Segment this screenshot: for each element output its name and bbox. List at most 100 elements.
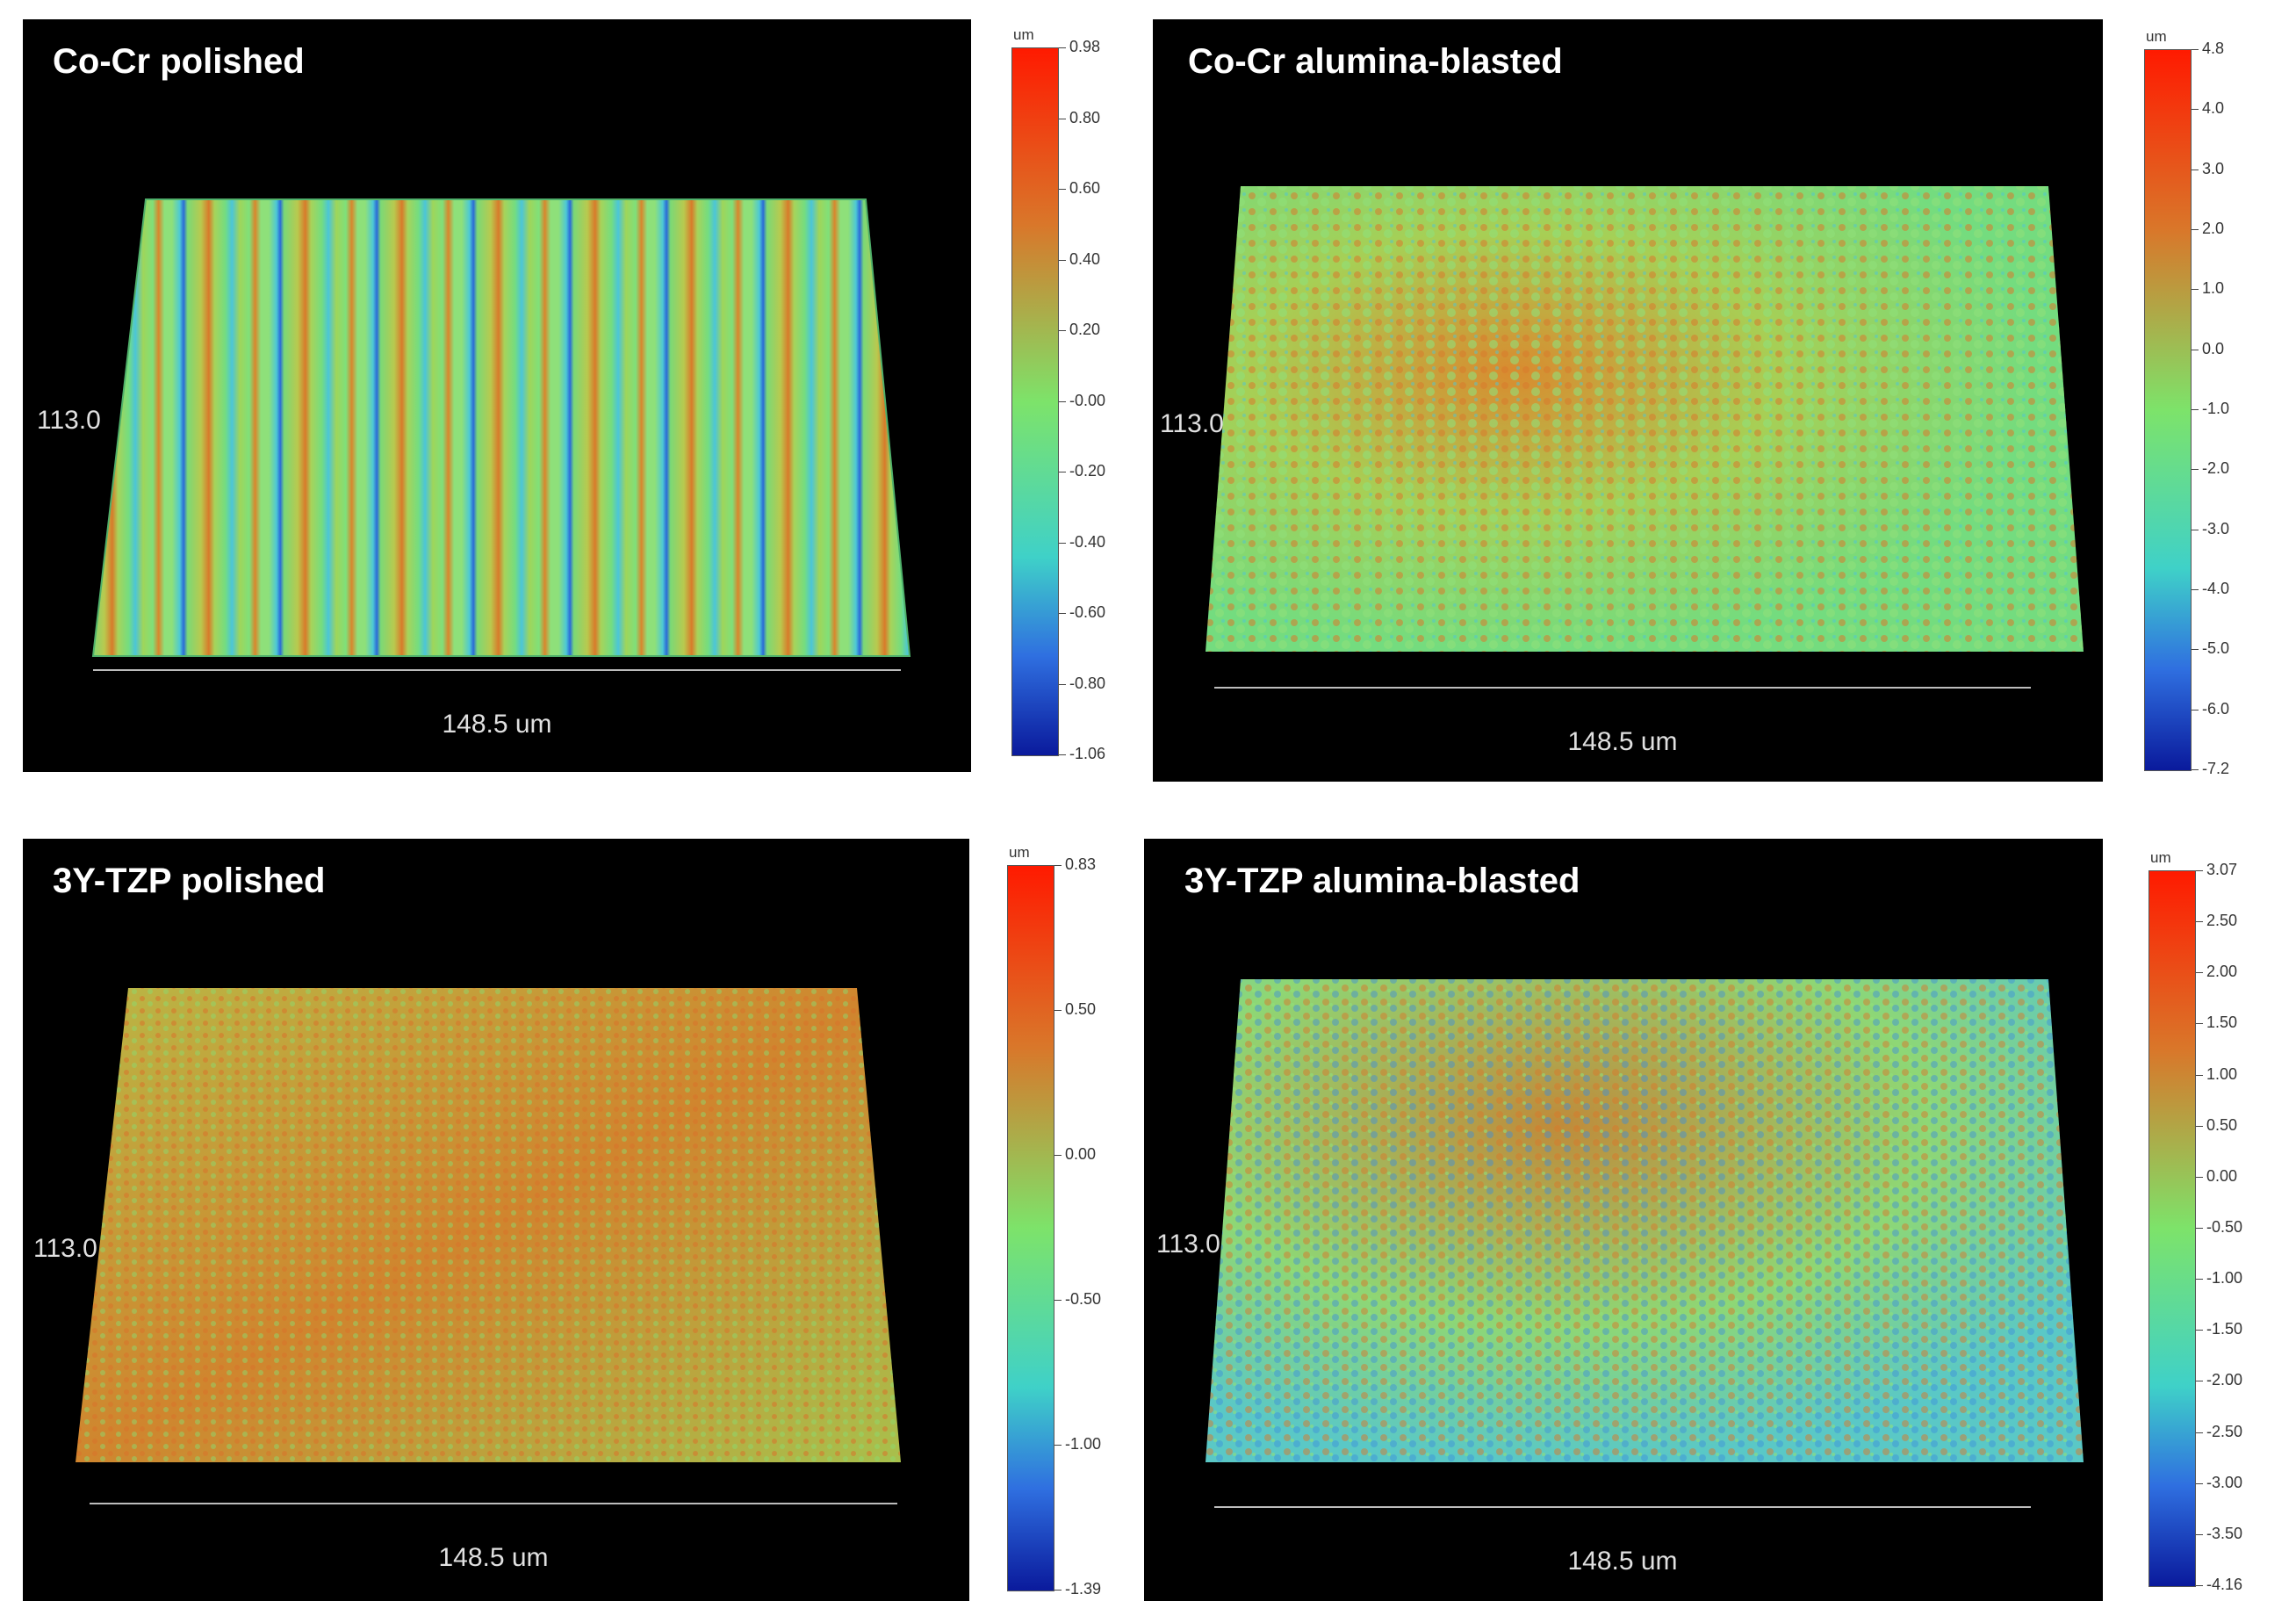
scale-tick-label: -0.50 (1065, 1290, 1102, 1308)
panel-cocr-alumina-blasted: Co-Cr alumina-blasted 113.0 148.5 um (1153, 19, 2103, 782)
color-scale-0: um 0.98 0.80 0.60 0.40 0.20 -0.00 -0.20 -0.40 -0.… (1008, 19, 1122, 775)
scale-tick-label: 0.50 (1065, 1000, 1097, 1018)
scale-tick-label: -2.50 (2206, 1422, 2243, 1440)
scale-tick-mark (2192, 709, 2199, 711)
scale-tick-label: -0.50 (2206, 1218, 2243, 1236)
scale-tick-mark (2192, 289, 2199, 291)
color-bar (2144, 49, 2192, 771)
panel-title: 3Y-TZP polished (53, 862, 326, 900)
panel-cocr-polished: Co-Cr polished (23, 19, 971, 772)
scale-tick-mark (1054, 1155, 1062, 1156)
scale-tick-mark (2192, 769, 2199, 770)
x-dimension-line (93, 669, 901, 671)
scale-tick-mark (1059, 754, 1066, 755)
color-bar (1011, 47, 1059, 756)
scale-tick-mark (2196, 1125, 2203, 1127)
surface-plot (1206, 979, 2084, 1462)
x-dimension-line (1214, 687, 2031, 689)
scale-tick-label: -7.2 (2202, 760, 2230, 777)
panel-title: Co-Cr polished (53, 42, 305, 81)
scale-tick-label: 0.50 (2206, 1115, 2238, 1134)
scale-tick-mark (1059, 683, 1066, 685)
y-dimension-label: 113.0 (33, 1234, 97, 1263)
scale-tick-label: -1.0 (2202, 400, 2230, 417)
y-dimension-label: 113.0 (1160, 409, 1224, 438)
scale-tick-mark (1054, 1300, 1062, 1301)
color-bar (1007, 865, 1054, 1591)
scale-tick-label: 0.20 (1069, 321, 1101, 338)
scale-tick-label: 1.50 (2206, 1013, 2238, 1032)
scale-tick-label: -3.00 (2206, 1473, 2243, 1491)
scale-tick-label: 1.00 (2206, 1064, 2238, 1083)
scale-tick-label: 0.83 (1065, 855, 1097, 873)
scale-tick-label: -3.50 (2206, 1524, 2243, 1542)
scale-tick-mark (1059, 400, 1066, 402)
scale-tick-mark (2196, 1228, 2203, 1229)
scale-tick-mark (1054, 865, 1062, 866)
scale-unit-label: um (1013, 26, 1034, 43)
scale-tick-mark (1054, 1010, 1062, 1011)
scale-unit-label: um (2146, 28, 2167, 45)
x-dimension-label: 148.5 um (442, 710, 552, 739)
scale-tick-label: -0.60 (1069, 603, 1106, 621)
y-dimension-label: 113.0 (37, 406, 101, 435)
scale-tick-mark (2192, 49, 2199, 50)
surface-plot (1206, 186, 2084, 652)
scale-tick-label: -5.0 (2202, 639, 2230, 658)
scale-tick-label: 2.00 (2206, 963, 2238, 981)
scale-tick-label: -4.0 (2202, 580, 2230, 597)
scale-tick-mark (1059, 542, 1066, 544)
scale-tick-label: 2.50 (2206, 912, 2238, 930)
scale-tick-mark (2192, 409, 2199, 410)
scale-tick-mark (2192, 109, 2199, 111)
scale-tick-label: 0.80 (1069, 108, 1101, 126)
scale-tick-label: 0.0 (2202, 339, 2225, 357)
scale-tick-label: -4.16 (2206, 1576, 2243, 1593)
scale-tick-label: 0.00 (1065, 1145, 1097, 1163)
surface-plot (91, 198, 911, 657)
scale-tick-label: 4.0 (2202, 99, 2225, 118)
scale-unit-label: um (2150, 849, 2171, 866)
scale-tick-label: -2.0 (2202, 459, 2230, 478)
panel-title: Co-Cr alumina-blasted (1188, 42, 1563, 81)
scale-tick-mark (2196, 1176, 2203, 1178)
scale-tick-mark (2196, 972, 2203, 974)
panel-3ytzp-polished: 3Y-TZP polished 113.0 148.5 um (23, 839, 969, 1601)
y-dimension-label: 113.0 (1156, 1230, 1220, 1259)
scale-tick-mark (1059, 259, 1066, 261)
scale-tick-label: -1.06 (1069, 745, 1106, 762)
x-dimension-label: 148.5 um (1567, 727, 1678, 756)
scale-tick-mark (2196, 1074, 2203, 1076)
scale-tick-mark (1054, 1590, 1062, 1591)
scale-tick-mark (1059, 47, 1066, 48)
scale-tick-mark (2196, 1482, 2203, 1484)
scale-tick-mark (1059, 330, 1066, 331)
surface-plot (76, 988, 901, 1462)
color-scale-3: um 3.07 2.50 2.00 1.50 1.00 0.50 0.00 -0.50 -1.00… (2145, 839, 2259, 1603)
scale-tick-label: 3.0 (2202, 159, 2225, 177)
color-scale-2: um 0.83 0.50 0.00 -0.50 -1.00 -1.39 (1004, 839, 1118, 1603)
x-dimension-label: 148.5 um (1567, 1547, 1678, 1576)
x-dimension-label: 148.5 um (438, 1543, 549, 1572)
scale-unit-label: um (1009, 844, 1030, 861)
scale-tick-label: 3.07 (2206, 861, 2238, 878)
color-bar (2148, 870, 2196, 1587)
scale-tick-label: -1.50 (2206, 1320, 2243, 1338)
scale-tick-label: -3.0 (2202, 519, 2230, 537)
scale-tick-label: -6.0 (2202, 699, 2230, 718)
scale-tick-mark (2196, 1585, 2203, 1586)
scale-tick-mark (2196, 1432, 2203, 1433)
scale-tick-mark (2192, 589, 2199, 590)
scale-tick-label: 4.8 (2202, 40, 2225, 57)
x-dimension-line (1214, 1506, 2031, 1508)
scale-tick-mark (1059, 189, 1066, 190)
scale-tick-label: 0.00 (2206, 1166, 2238, 1185)
scale-tick-mark (2196, 1023, 2203, 1025)
scale-tick-mark (2196, 921, 2203, 923)
scale-tick-label: -1.00 (2206, 1269, 2243, 1288)
scale-tick-mark (2196, 1533, 2203, 1535)
scale-tick-label: -1.00 (1065, 1435, 1102, 1453)
panel-title: 3Y-TZP alumina-blasted (1184, 862, 1580, 900)
scale-tick-label: 0.40 (1069, 249, 1101, 268)
scale-tick-label: 2.0 (2202, 220, 2225, 237)
